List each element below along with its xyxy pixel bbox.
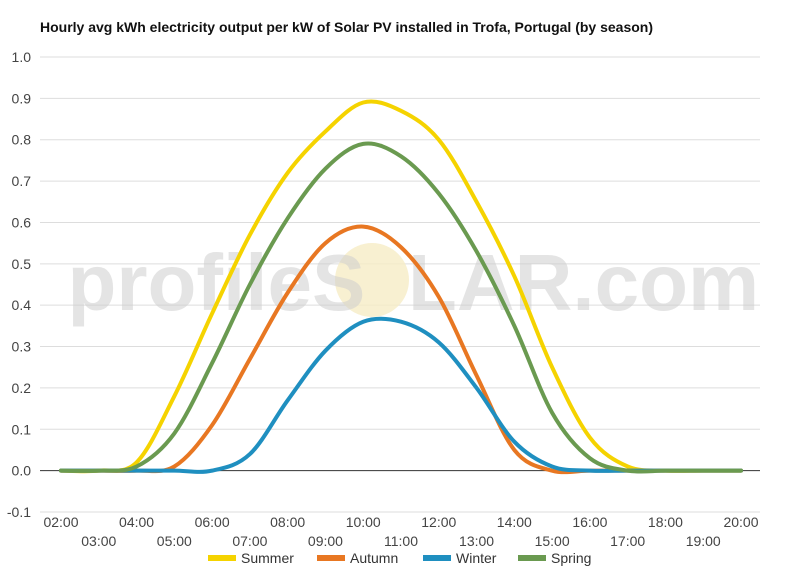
watermark-text-left: profile	[68, 238, 312, 327]
x-tick-label: 14:00	[497, 514, 532, 530]
watermark: profile S LAR.com	[68, 238, 760, 327]
watermark-sun-icon	[335, 243, 409, 317]
y-tick-label: 0.2	[12, 380, 32, 396]
x-tick-label: 08:00	[270, 514, 305, 530]
y-tick-label: 0.9	[12, 90, 32, 106]
x-tick-label: 13:00	[459, 533, 494, 549]
legend-item-winter: Winter	[423, 550, 497, 566]
legend-label: Winter	[456, 550, 497, 566]
legend-label: Summer	[241, 550, 294, 566]
x-tick-label: 05:00	[157, 533, 192, 549]
x-tick-label: 20:00	[723, 514, 758, 530]
legend-swatch	[208, 555, 236, 561]
x-tick-label: 18:00	[648, 514, 683, 530]
x-tick-label: 03:00	[81, 533, 116, 549]
legend-swatch	[423, 555, 451, 561]
x-tick-label: 16:00	[572, 514, 607, 530]
y-tick-label: 0.6	[12, 214, 32, 230]
x-tick-label: 11:00	[384, 533, 418, 549]
x-tick-label: 10:00	[346, 514, 381, 530]
watermark-text-middle: S	[312, 238, 365, 327]
x-tick-label: 04:00	[119, 514, 154, 530]
y-tick-label: 0.4	[12, 297, 32, 313]
series-layer	[59, 99, 743, 475]
legend-label: Autumn	[350, 550, 398, 566]
y-tick-label: 0.3	[12, 339, 32, 355]
series-line-summer	[59, 99, 743, 474]
x-tick-label: 07:00	[232, 533, 267, 549]
legend: Summer Autumn Winter Spring	[208, 550, 591, 566]
x-tick-label: 15:00	[535, 533, 570, 549]
x-tick-label: 12:00	[421, 514, 456, 530]
y-tick-label: 0.5	[12, 256, 32, 272]
y-tick-label: 0.0	[12, 463, 32, 479]
chart-title: Hourly avg kWh electricity output per kW…	[40, 19, 653, 35]
axis-layer: 1.0 0.9 0.8 0.7 0.6 0.5 0.4 0.3 0.2 0.1 0.0 -0.1 02:…	[7, 49, 760, 549]
x-tick-label: 17:00	[610, 533, 645, 549]
y-tick-label: 0.1	[12, 421, 32, 437]
y-tick-label: 0.7	[12, 173, 32, 189]
legend-swatch	[518, 555, 546, 561]
legend-item-autumn: Autumn	[317, 550, 398, 566]
legend-swatch	[317, 555, 345, 561]
y-tick-label: 0.8	[12, 132, 32, 148]
y-tick-label: 1.0	[12, 49, 32, 65]
legend-item-summer: Summer	[208, 550, 294, 566]
y-tick-label: -0.1	[7, 504, 31, 520]
series-line-spring	[59, 141, 743, 474]
x-tick-label: 19:00	[686, 533, 721, 549]
x-tick-label: 02:00	[43, 514, 78, 530]
x-tick-label: 09:00	[308, 533, 343, 549]
x-tick-label: 06:00	[195, 514, 230, 530]
watermark-text-right: LAR.com	[408, 238, 759, 327]
grid-layer	[40, 56, 760, 513]
legend-item-spring: Spring	[518, 550, 591, 566]
legend-label: Spring	[551, 550, 591, 566]
